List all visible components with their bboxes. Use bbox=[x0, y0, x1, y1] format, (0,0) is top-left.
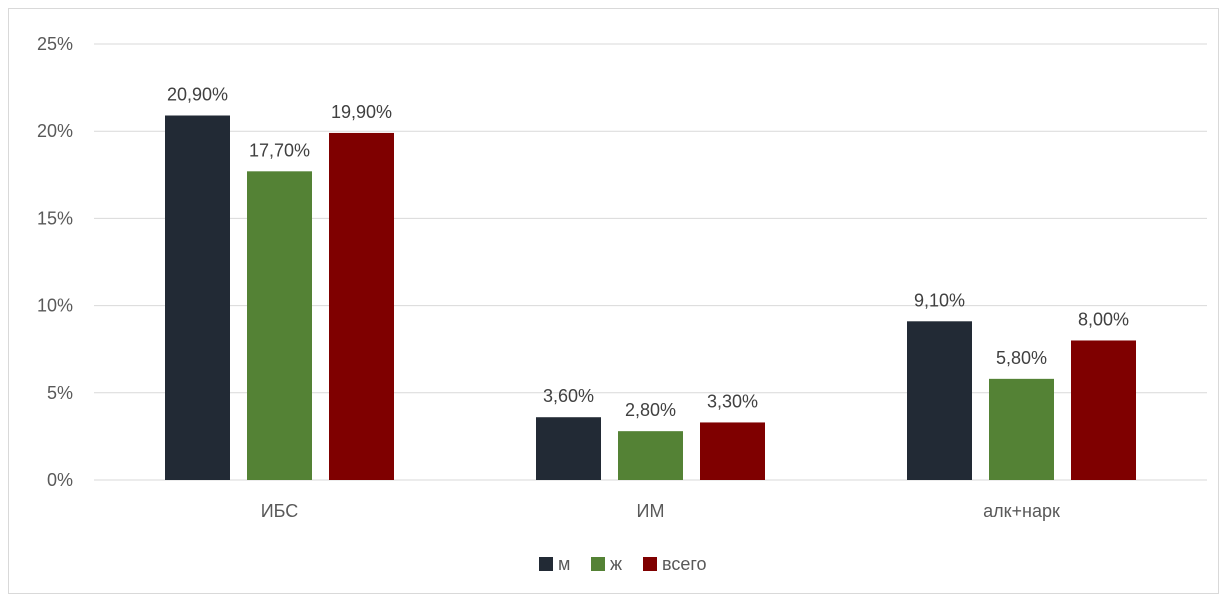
bar bbox=[329, 132, 394, 480]
bar bbox=[1071, 340, 1136, 480]
data-label: 20,90% bbox=[167, 85, 228, 105]
category-label: ИБС bbox=[261, 501, 299, 521]
y-tick-label: 0% bbox=[47, 470, 73, 490]
legend-swatch bbox=[591, 557, 605, 571]
legend-label: ж bbox=[610, 554, 622, 574]
y-tick-label: 15% bbox=[37, 208, 73, 228]
y-tick-label: 10% bbox=[37, 296, 73, 316]
data-label: 3,30% bbox=[707, 391, 758, 411]
bar bbox=[700, 422, 765, 480]
bar bbox=[165, 115, 230, 480]
legend-swatch bbox=[643, 557, 657, 571]
legend: м ж всего bbox=[539, 554, 707, 574]
y-axis-tick-labels: 0% 5% 10% 15% 20% 25% bbox=[37, 34, 73, 490]
bar bbox=[536, 417, 601, 480]
category-label: ИМ bbox=[637, 501, 665, 521]
data-label: 2,80% bbox=[625, 400, 676, 420]
bar bbox=[907, 321, 972, 480]
y-tick-label: 5% bbox=[47, 383, 73, 403]
legend-label: всего bbox=[662, 554, 707, 574]
legend-label: м bbox=[558, 554, 570, 574]
y-tick-label: 20% bbox=[37, 121, 73, 141]
bars bbox=[165, 115, 1136, 480]
data-labels: 20,90% 17,70% 19,90% 3,60% 2,80% 3,30% 9,10% 5,… bbox=[167, 85, 1129, 421]
bar bbox=[247, 171, 312, 480]
bar bbox=[618, 431, 683, 480]
y-tick-label: 25% bbox=[37, 34, 73, 54]
data-label: 3,60% bbox=[543, 386, 594, 406]
data-label: 8,00% bbox=[1078, 309, 1129, 329]
bar bbox=[989, 378, 1054, 480]
category-label: алк+нарк bbox=[983, 501, 1060, 521]
data-label: 17,70% bbox=[249, 140, 310, 160]
category-labels: ИБС ИМ алк+нарк bbox=[261, 501, 1060, 521]
data-label: 5,80% bbox=[996, 348, 1047, 368]
legend-swatch bbox=[539, 557, 553, 571]
data-label: 9,10% bbox=[914, 290, 965, 310]
data-label: 19,90% bbox=[331, 102, 392, 122]
